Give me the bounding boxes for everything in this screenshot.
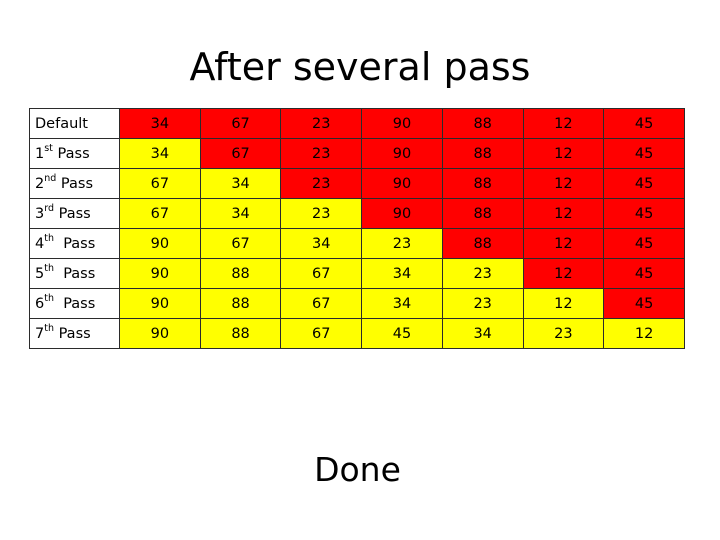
value-cell: 88 xyxy=(441,168,524,199)
value-cell: 45 xyxy=(603,258,685,289)
value-cell: 88 xyxy=(441,198,524,229)
value-cell: 67 xyxy=(199,108,282,139)
table-row: 3rd Pass 67 34 23 90 88 12 45 xyxy=(29,198,685,229)
value-cell: 23 xyxy=(280,168,363,199)
value-cell: 67 xyxy=(119,168,201,199)
value-cell: 12 xyxy=(522,288,605,319)
value-cell: 90 xyxy=(361,198,443,229)
ordinal-suffix: st xyxy=(44,142,53,154)
value-cell: 67 xyxy=(119,198,201,229)
pass-word: Pass xyxy=(53,265,96,282)
row-label-text: 7 xyxy=(35,325,45,342)
value-cell: 34 xyxy=(280,228,363,259)
row-label-text: 1 xyxy=(35,145,45,162)
value-cell: 23 xyxy=(280,108,363,139)
ordinal-suffix: th xyxy=(44,232,54,244)
value-cell: 90 xyxy=(361,138,443,169)
value-cell: 90 xyxy=(119,318,201,349)
value-cell: 88 xyxy=(199,318,282,349)
pass-word: Pass xyxy=(54,205,91,222)
value-cell: 34 xyxy=(119,138,201,169)
value-cell: 90 xyxy=(361,168,443,199)
value-cell: 67 xyxy=(199,228,282,259)
row-label-text: Default xyxy=(35,115,88,132)
ordinal-suffix: th xyxy=(44,322,54,334)
table-row: 6th Pass 90 88 67 34 23 12 45 xyxy=(29,288,685,319)
value-cell: 23 xyxy=(441,258,524,289)
value-cell: 90 xyxy=(119,228,201,259)
row-label: 7th Pass xyxy=(29,318,120,349)
sort-pass-table: Default 34 67 23 90 88 12 45 1st Pass 34 67 23 90 88 1… xyxy=(29,108,685,349)
table-row: 2nd Pass 67 34 23 90 88 12 45 xyxy=(29,168,685,199)
value-cell: 88 xyxy=(199,288,282,319)
table-row: 5th Pass 90 88 67 34 23 12 45 xyxy=(29,258,685,289)
row-label-text: 2 xyxy=(35,175,45,192)
value-cell: 45 xyxy=(603,198,685,229)
pass-word: Pass xyxy=(53,325,91,342)
value-cell: 45 xyxy=(603,228,685,259)
pass-word: Pass xyxy=(53,235,96,252)
pass-word: Pass xyxy=(56,175,93,192)
pass-word: Pass xyxy=(52,145,90,162)
value-cell: 23 xyxy=(361,228,443,259)
pass-word: Pass xyxy=(53,295,96,312)
value-cell: 88 xyxy=(441,138,524,169)
value-cell: 90 xyxy=(361,108,443,139)
table-row: 7th Pass 90 88 67 45 34 23 12 xyxy=(29,318,685,349)
value-cell: 34 xyxy=(441,318,524,349)
value-cell: 23 xyxy=(280,198,363,229)
value-cell: 45 xyxy=(603,108,685,139)
value-cell: 34 xyxy=(361,258,443,289)
value-cell: 34 xyxy=(199,168,282,199)
value-cell: 90 xyxy=(119,258,201,289)
value-cell: 12 xyxy=(522,168,605,199)
ordinal-suffix: th xyxy=(44,262,54,274)
value-cell: 67 xyxy=(280,258,363,289)
row-label: 6th Pass xyxy=(29,288,120,319)
value-cell: 12 xyxy=(522,258,605,289)
value-cell: 67 xyxy=(280,288,363,319)
row-label-text: 4 xyxy=(35,235,45,252)
table-row: Default 34 67 23 90 88 12 45 xyxy=(29,108,685,139)
value-cell: 45 xyxy=(603,288,685,319)
value-cell: 12 xyxy=(522,198,605,229)
value-cell: 23 xyxy=(441,288,524,319)
table-row: 4th Pass 90 67 34 23 88 12 45 xyxy=(29,228,685,259)
value-cell: 12 xyxy=(522,138,605,169)
value-cell: 88 xyxy=(441,228,524,259)
row-label: 2nd Pass xyxy=(29,168,120,199)
row-label-text: 6 xyxy=(35,295,45,312)
value-cell: 67 xyxy=(280,318,363,349)
value-cell: 34 xyxy=(119,108,201,139)
ordinal-suffix: th xyxy=(44,292,54,304)
row-label: Default xyxy=(29,108,120,139)
value-cell: 90 xyxy=(119,288,201,319)
row-label-text: 3 xyxy=(35,205,45,222)
ordinal-suffix: nd xyxy=(44,172,57,184)
value-cell: 45 xyxy=(603,138,685,169)
value-cell: 12 xyxy=(603,318,685,349)
table-row: 1st Pass 34 67 23 90 88 12 45 xyxy=(29,138,685,169)
value-cell: 88 xyxy=(199,258,282,289)
row-label: 4th Pass xyxy=(29,228,120,259)
value-cell: 45 xyxy=(603,168,685,199)
row-label-text: 5 xyxy=(35,265,45,282)
table-body: Default 34 67 23 90 88 12 45 1st Pass 34 67 23 90 88 1… xyxy=(29,108,685,349)
value-cell: 23 xyxy=(280,138,363,169)
row-label: 3rd Pass xyxy=(29,198,120,229)
value-cell: 45 xyxy=(361,318,443,349)
value-cell: 12 xyxy=(522,108,605,139)
done-caption: Done xyxy=(314,450,401,489)
slide-title: After several pass xyxy=(189,45,531,89)
value-cell: 23 xyxy=(522,318,605,349)
value-cell: 34 xyxy=(361,288,443,319)
row-label: 5th Pass xyxy=(29,258,120,289)
value-cell: 34 xyxy=(199,198,282,229)
value-cell: 88 xyxy=(441,108,524,139)
ordinal-suffix: rd xyxy=(44,202,55,214)
value-cell: 67 xyxy=(199,138,282,169)
value-cell: 12 xyxy=(522,228,605,259)
row-label: 1st Pass xyxy=(29,138,120,169)
